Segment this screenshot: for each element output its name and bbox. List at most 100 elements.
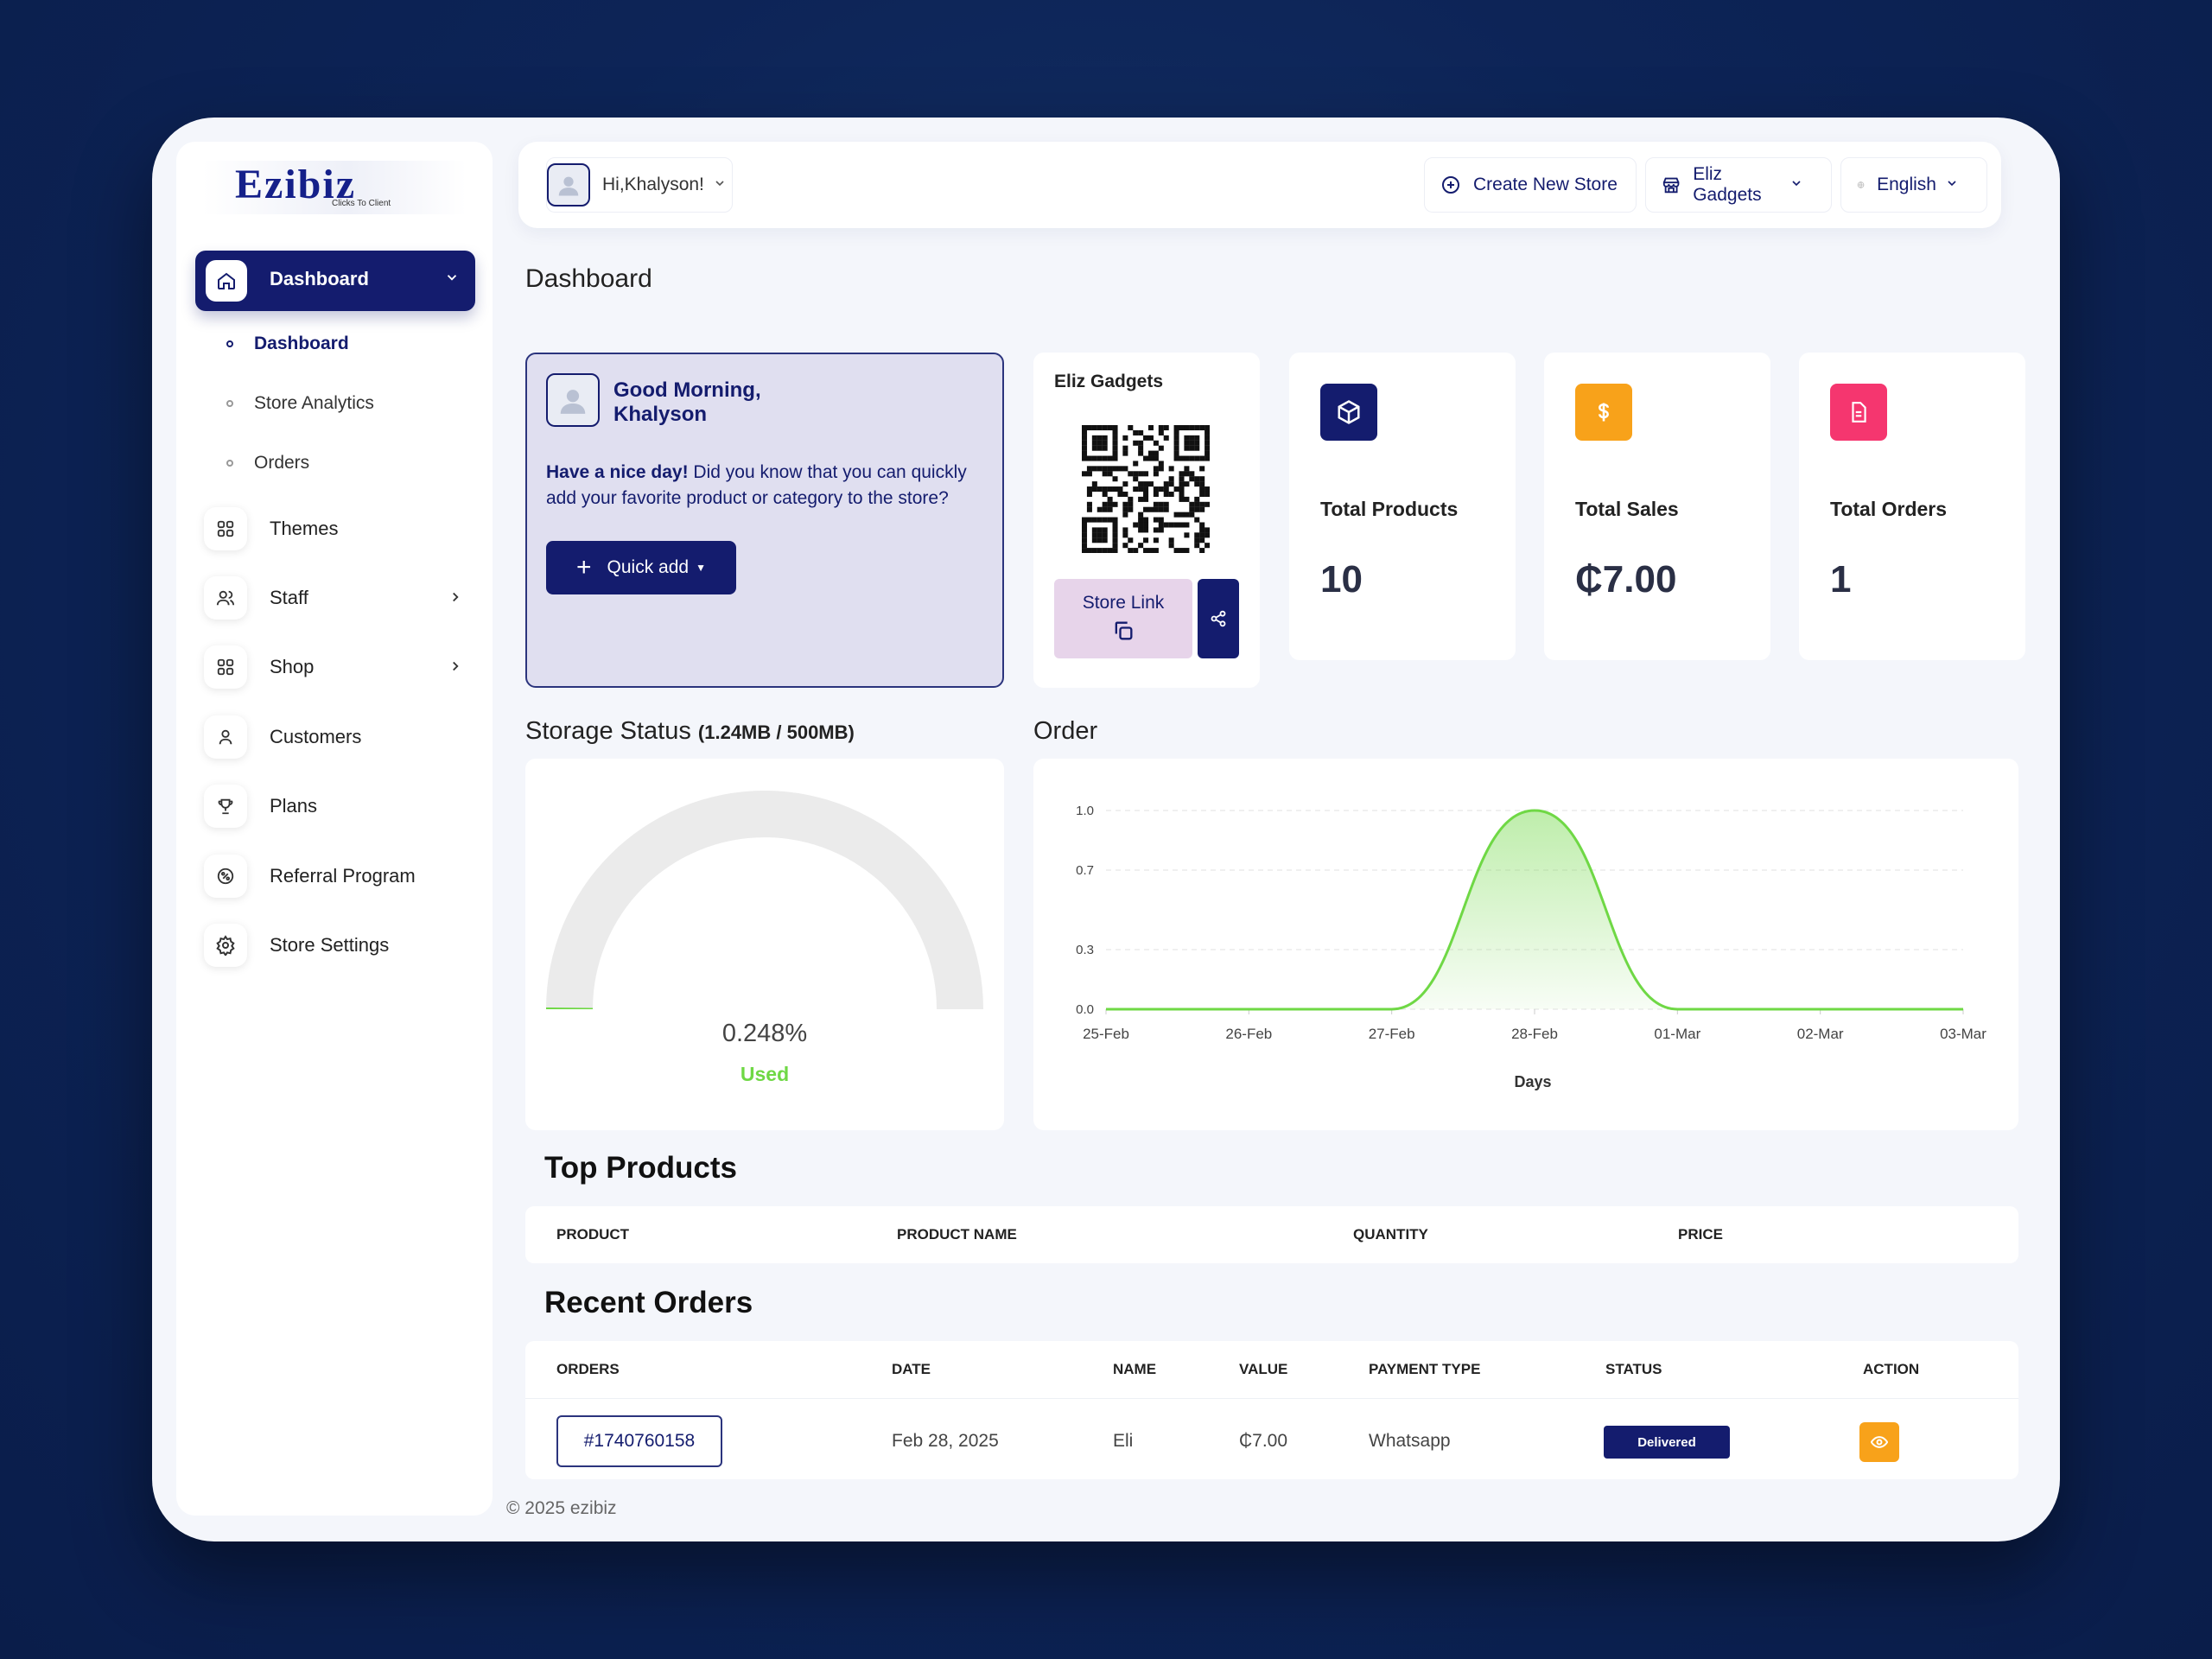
order-chart-card: 0.0 0.3 0.7 1.0 25-Feb 26-Feb 27-Feb 28-Feb 01-M… <box>1033 759 2018 1130</box>
sidebar-item-plans[interactable]: Plans <box>204 782 463 830</box>
language-select[interactable]: English <box>1840 157 1987 213</box>
sidebar-item-label: Store Settings <box>270 934 390 956</box>
chart-x-axis-label: Days <box>1514 1073 1551 1090</box>
create-store-button[interactable]: Create New Store <box>1424 157 1637 213</box>
store-select[interactable]: Eliz Gadgets <box>1645 157 1832 213</box>
stat-card-total-orders: Total Orders 1 <box>1799 353 2025 660</box>
sidebar-item-label: Dashboard <box>270 268 369 289</box>
brand-logo[interactable]: Ezibiz Clicks To Client <box>202 161 467 214</box>
storage-gauge-fill <box>546 1007 594 1009</box>
column-header[interactable]: DATE <box>892 1361 931 1377</box>
column-header[interactable]: QUANTITY <box>1353 1226 1428 1243</box>
logo-tagline: Clicks To Client <box>332 199 391 208</box>
column-header[interactable]: PAYMENT TYPE <box>1369 1361 1481 1377</box>
storage-subtitle: (1.24MB / 500MB) <box>697 721 855 743</box>
order-date: Feb 28, 2025 <box>892 1431 999 1451</box>
quick-add-label: Quick add <box>607 557 690 577</box>
column-header[interactable]: ACTION <box>1863 1361 1920 1377</box>
share-button[interactable] <box>1198 579 1239 658</box>
order-payment-type: Whatsapp <box>1369 1431 1451 1451</box>
bullet-icon <box>226 460 233 467</box>
chart-area-fill <box>1106 810 1963 1009</box>
logo-text: Ezibiz <box>235 162 356 207</box>
user-menu-button[interactable]: Hi,Khalyson! <box>546 157 733 213</box>
share-icon <box>1211 610 1226 627</box>
column-header[interactable]: PRODUCT <box>556 1226 630 1243</box>
sidebar-subitem-store-analytics[interactable]: Store Analytics <box>226 393 374 414</box>
storage-title: Storage Status <box>525 717 691 745</box>
top-products-title: Top Products <box>544 1151 737 1185</box>
column-header[interactable]: ORDERS <box>556 1361 620 1377</box>
sidebar-item-shop[interactable]: Shop <box>204 643 463 691</box>
welcome-name: Khalyson <box>613 403 708 426</box>
sidebar-subitem-orders[interactable]: Orders <box>226 453 309 474</box>
grid-icon <box>204 645 247 689</box>
bullet-icon <box>226 340 233 347</box>
chart-x-tick-label: 28-Feb <box>1511 1026 1558 1042</box>
trophy-icon <box>204 785 247 828</box>
stat-label: Total Sales <box>1575 498 1679 520</box>
store-qr-card: Eliz Gadgets Store Link <box>1033 353 1260 688</box>
chart-y-tick-label: 0.7 <box>1076 863 1094 878</box>
home-icon <box>206 260 247 302</box>
welcome-card: Good Morning, Khalyson Have a nice day! … <box>525 353 1004 688</box>
store-icon <box>1662 177 1680 194</box>
qr-code-icon[interactable] <box>1082 425 1210 553</box>
quick-add-button[interactable]: + Quick add ▼ <box>546 541 736 594</box>
caret-down-icon: ▼ <box>696 562 706 574</box>
app-window: Ezibiz Clicks To Client Dashboard Dashbo… <box>152 118 2060 1541</box>
chart-y-tick-label: 0.3 <box>1076 943 1094 957</box>
view-order-button[interactable] <box>1859 1422 1899 1462</box>
recent-orders-table: ORDERS DATE NAME VALUE PAYMENT TYPE STAT… <box>525 1341 2018 1479</box>
chevron-down-icon <box>444 270 460 289</box>
sidebar-subitem-dashboard[interactable]: Dashboard <box>226 334 349 354</box>
column-header[interactable]: NAME <box>1113 1361 1157 1377</box>
sidebar-subitem-label: Store Analytics <box>254 393 374 413</box>
column-header[interactable]: PRODUCT NAME <box>897 1226 1017 1243</box>
chart-y-tick-label: 0.0 <box>1076 1002 1094 1017</box>
chart-x-tick-label: 01-Mar <box>1654 1026 1700 1042</box>
column-header[interactable]: STATUS <box>1605 1361 1662 1377</box>
globe-icon <box>1857 181 1865 188</box>
plus-icon: + <box>576 553 592 582</box>
sidebar-item-themes[interactable]: Themes <box>204 505 463 553</box>
sidebar-item-dashboard[interactable]: Dashboard <box>195 251 475 311</box>
order-value: ₵7.00 <box>1239 1431 1288 1451</box>
order-chart: 0.0 0.3 0.7 1.0 25-Feb 26-Feb 27-Feb 28-Feb 01-M… <box>1076 804 1986 1090</box>
store-name: Eliz Gadgets <box>1054 372 1164 391</box>
chart-x-tick-label: 03-Mar <box>1940 1026 1986 1042</box>
welcome-message-text: Did you know that you can quickly add yo… <box>546 462 967 508</box>
page-title: Dashboard <box>525 264 652 293</box>
chevron-down-icon <box>1945 175 1971 195</box>
sidebar-item-label: Customers <box>270 726 362 747</box>
sidebar-item-customers[interactable]: Customers <box>204 713 463 761</box>
gear-icon <box>204 924 247 967</box>
stat-label: Total Products <box>1320 498 1459 520</box>
sidebar-item-referral-program[interactable]: Referral Program <box>204 852 463 900</box>
sidebar-item-staff[interactable]: Staff <box>204 574 463 622</box>
store-link-button[interactable]: Store Link <box>1054 579 1192 658</box>
users-icon <box>204 576 247 620</box>
welcome-heading: Good Morning, Khalyson <box>613 378 761 427</box>
store-select-label: Eliz Gadgets <box>1693 164 1762 205</box>
stat-value: 10 <box>1320 558 1363 601</box>
sidebar-item-store-settings[interactable]: Store Settings <box>204 921 463 969</box>
avatar <box>547 163 590 207</box>
chart-y-tick-label: 1.0 <box>1076 804 1094 818</box>
order-id-button[interactable]: #1740760158 <box>556 1415 722 1467</box>
chevron-down-icon <box>1789 175 1815 195</box>
footer-copyright: © 2025 ezibiz <box>506 1498 617 1518</box>
chart-x-tick-label: 27-Feb <box>1369 1026 1415 1042</box>
welcome-message-bold: Have a nice day! <box>546 462 689 482</box>
create-store-label: Create New Store <box>1473 175 1618 194</box>
eye-icon <box>1871 1436 1888 1448</box>
column-header[interactable]: VALUE <box>1239 1361 1288 1377</box>
storage-section-title: Storage Status (1.24MB / 500MB) <box>525 717 855 746</box>
welcome-hello: Good Morning, <box>613 378 761 402</box>
storage-used-label: Used <box>740 1063 790 1085</box>
column-header[interactable]: PRICE <box>1678 1226 1723 1243</box>
sidebar-subitem-label: Dashboard <box>254 334 349 353</box>
box-icon <box>1320 384 1377 441</box>
stat-card-total-products: Total Products 10 <box>1289 353 1516 660</box>
sidebar-item-label: Themes <box>270 518 339 539</box>
